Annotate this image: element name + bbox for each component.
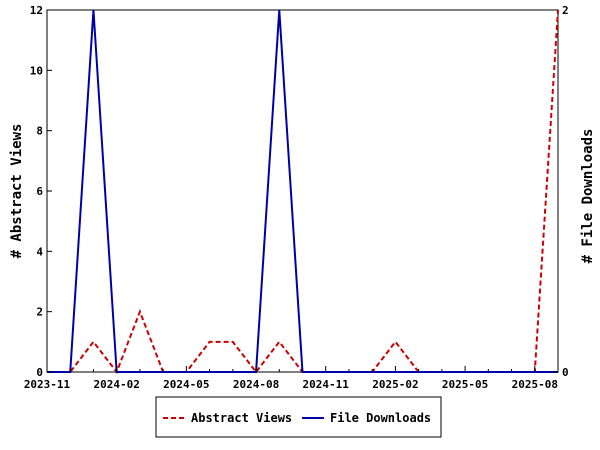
x-tick-label: 2024-02 — [94, 378, 140, 391]
x-tick-label: 2025-05 — [442, 378, 488, 391]
y-tick-label: 8 — [36, 125, 43, 138]
y-tick-label: 10 — [30, 64, 43, 77]
y-tick-label: 6 — [36, 185, 43, 198]
y-axis-right: 02 — [553, 4, 569, 379]
legend-box — [155, 396, 442, 438]
y2-tick-label: 2 — [562, 4, 569, 17]
x-tick-label: 2025-02 — [372, 378, 418, 391]
y-tick-label: 0 — [36, 366, 43, 379]
y-tick-label: 2 — [36, 306, 43, 319]
y-tick-label: 4 — [36, 245, 43, 258]
y-axis-left: 0 2 4 6 8 10 12 — [30, 4, 52, 379]
legend-label: Abstract Views — [191, 411, 292, 425]
plot-area — [46, 9, 559, 373]
legend: Abstract Views File Downloads — [155, 396, 442, 438]
y-axis-title: # Abstract Views — [9, 124, 25, 259]
x-tick-label: 2024-11 — [303, 378, 350, 391]
x-axis: 2023-11 2024-02 2024-05 2024-08 2024-11 2025-… — [24, 366, 559, 391]
y2-axis-title: # File Downloads — [580, 129, 596, 264]
x-tick-label: 2025-08 — [512, 378, 558, 391]
y2-tick-label: 0 — [562, 366, 569, 379]
legend-label: File Downloads — [330, 411, 431, 425]
x-tick-label: 2024-08 — [233, 378, 279, 391]
x-tick-label: 2023-11 — [24, 378, 71, 391]
y-tick-label: 12 — [30, 4, 43, 17]
x-tick-label: 2024-05 — [163, 378, 209, 391]
